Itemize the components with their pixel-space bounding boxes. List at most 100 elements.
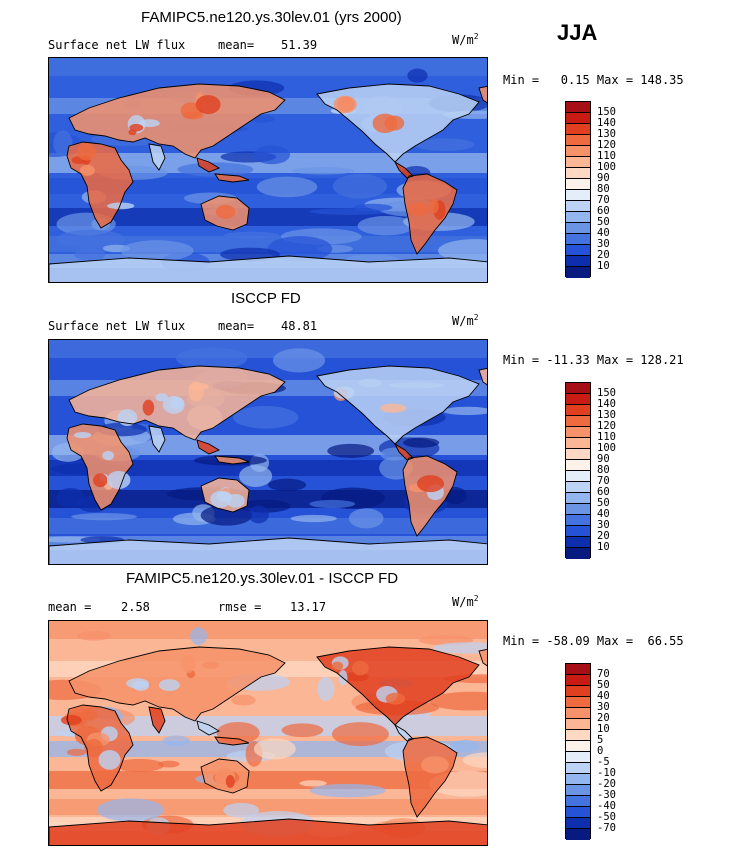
map-coastline <box>148 706 166 734</box>
colorbar-swatch <box>566 256 590 267</box>
map-field-patch <box>106 470 131 490</box>
map-field-patch <box>357 215 415 236</box>
map-field-patch <box>117 409 138 426</box>
colorbar-swatch <box>566 394 590 405</box>
colorbar-tick-label: -50 <box>597 811 616 823</box>
map-field-patch <box>93 473 108 488</box>
map-field-patch <box>353 203 393 212</box>
map-land-field <box>49 819 487 845</box>
colorbar-tick-label: 10 <box>597 723 610 735</box>
map-field-patch <box>129 123 144 132</box>
map-land-field <box>395 444 413 460</box>
colorbar-swatch <box>566 807 590 818</box>
map-field-patch <box>76 143 97 161</box>
map-field-patch <box>223 231 280 239</box>
map-land-field <box>479 86 487 103</box>
map-field-patch <box>408 202 430 216</box>
map-coastline <box>49 255 487 282</box>
map-land-field <box>49 256 487 282</box>
colorbar-tick-label: 80 <box>597 183 610 195</box>
colorbar-swatch <box>566 212 590 223</box>
colorbar-swatch <box>566 730 590 741</box>
panel-3-rmse-value: 13.17 <box>290 600 327 614</box>
map-field-band <box>49 460 487 476</box>
colorbar-tick-label: 100 <box>597 161 616 173</box>
colorbar-swatch <box>566 675 590 686</box>
colorbar-swatch <box>566 245 590 256</box>
map-coastline <box>316 365 480 445</box>
colorbar-swatch <box>566 548 590 559</box>
panel-2-colorbar <box>565 382 591 559</box>
map-field-patch <box>403 437 440 448</box>
map-coastline <box>200 758 250 794</box>
map-field-patch <box>195 95 221 115</box>
map-field-patch <box>299 780 327 787</box>
panel-2-mean-label: mean= <box>218 319 255 333</box>
map-field-patch <box>56 487 85 508</box>
colorbar-tick-label: 150 <box>597 387 616 399</box>
colorbar-swatch <box>566 190 590 201</box>
panel-3-mean-label: mean = <box>48 600 92 614</box>
map-coastline <box>148 425 166 453</box>
colorbar-tick-label: 110 <box>597 431 616 443</box>
map-field-patch <box>333 95 357 114</box>
map-land-field <box>49 538 487 564</box>
panel-1-variable-label: Surface net LW flux <box>48 38 186 52</box>
map-field-patch <box>267 478 307 492</box>
panel-3-rmse-label: rmse = <box>218 600 262 614</box>
map-land-field <box>149 426 165 452</box>
map-field-patch <box>183 111 204 120</box>
colorbar-tick-label: 60 <box>597 205 610 217</box>
colorbar-swatch <box>566 234 590 245</box>
map-field-patch <box>385 692 406 705</box>
colorbar-tick-label: 20 <box>597 249 610 261</box>
map-land-field <box>395 725 413 741</box>
panel-1-map <box>48 57 488 283</box>
map-land-field <box>479 368 487 385</box>
map-field-patch <box>158 760 180 768</box>
colorbar-swatch <box>566 504 590 515</box>
map-field-patch <box>372 113 398 134</box>
colorbar-swatch <box>566 526 590 537</box>
colorbar-tick-label: 70 <box>597 475 610 487</box>
colorbar-tick-label: 120 <box>597 139 616 151</box>
colorbar-swatch <box>566 449 590 460</box>
map-coastline <box>148 143 166 171</box>
season-label: JJA <box>557 20 598 45</box>
colorbar-swatch <box>566 113 590 124</box>
panel-3-minmax: Min = -58.09 Max = 66.55 <box>503 634 684 648</box>
map-field-patch <box>115 758 164 772</box>
colorbar-swatch <box>566 697 590 708</box>
map-field-patch <box>74 432 92 439</box>
colorbar-tick-label: 90 <box>597 172 610 184</box>
map-coastline <box>393 723 414 742</box>
panel-3-mean-value: 2.58 <box>121 600 150 614</box>
map-land-field <box>197 721 219 735</box>
map-coastline <box>402 455 458 537</box>
colorbar-swatch <box>566 829 590 840</box>
colorbar-swatch <box>566 427 590 438</box>
map-field-patch <box>462 752 487 768</box>
map-field-patch <box>66 748 87 756</box>
colorbar-swatch <box>566 146 590 157</box>
colorbar-swatch <box>566 752 590 763</box>
map-field-patch <box>162 735 191 747</box>
map-field-patch <box>291 167 355 175</box>
colorbar-swatch <box>566 383 590 394</box>
map-field-band <box>49 621 487 639</box>
map-field-patch <box>226 493 245 508</box>
colorbar-swatch <box>566 708 590 719</box>
map-field-patch <box>233 406 299 429</box>
colorbar-tick-label: 0 <box>597 745 604 757</box>
map-field-patch <box>351 660 369 676</box>
map-field-patch <box>231 694 256 706</box>
map-field-patch <box>120 240 194 262</box>
map-coastline <box>214 736 250 746</box>
colorbar-swatch <box>566 818 590 829</box>
map-field-patch <box>331 661 344 671</box>
colorbar-tick-label: 20 <box>597 712 610 724</box>
map-coastline <box>316 83 480 163</box>
map-coastline <box>402 736 458 818</box>
map-coastline <box>68 646 286 722</box>
colorbar-tick-label: 40 <box>597 508 610 520</box>
